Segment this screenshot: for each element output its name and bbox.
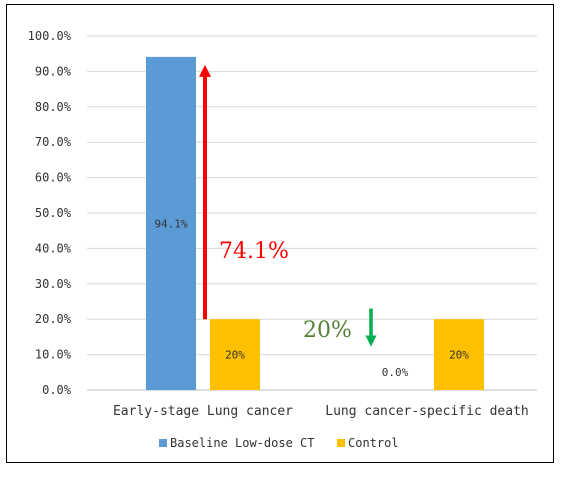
y-tick-label: 70.0% [35,135,72,149]
y-tick-label: 10.0% [35,348,72,362]
legend-swatch [159,439,167,447]
y-tick-label: 100.0% [28,29,72,43]
bar-control-1 [434,319,484,390]
bar-baseline-0 [146,56,196,391]
bar-control-0 [210,319,260,390]
legend-label: Control [348,436,399,450]
y-tick-label: 60.0% [35,171,72,185]
data-label: 0.0% [382,366,409,379]
data-label: 94.1% [154,217,187,230]
y-tick-label: 50.0% [35,206,72,220]
bar-chart: 0.0% 10.0% 20.0% 30.0% 40.0% 50.0% 60.0% 70.0% 8… [28,29,537,450]
y-tick-label: 20.0% [35,312,72,326]
y-tick-label: 80.0% [35,100,72,114]
annotation-text: 74.1% [219,239,289,264]
data-labels: 94.1% 0.0% 20% 20% [154,217,469,379]
bars [146,56,484,391]
annotation-text: 20% [303,318,352,343]
chart-frame: 0.0% 10.0% 20.0% 30.0% 40.0% 50.0% 60.0% 70.0% 8… [6,4,554,463]
data-label: 20% [449,349,469,362]
y-axis-ticks: 0.0% 10.0% 20.0% 30.0% 40.0% 50.0% 60.0% 70.0% 8… [28,29,72,397]
legend: Baseline Low-dose CT Control [159,436,399,450]
legend-swatch [337,439,345,447]
data-label: 20% [225,349,245,362]
y-tick-label: 40.0% [35,241,72,255]
category-label: Early-stage Lung cancer [113,404,293,419]
category-label: Lung cancer-specific death [325,404,529,419]
y-tick-label: 90.0% [35,64,72,78]
annotations: 74.1% 20% [199,64,377,347]
y-tick-label: 30.0% [35,277,72,291]
legend-label: Baseline Low-dose CT [170,436,315,450]
y-tick-label: 0.0% [42,383,72,397]
x-axis-categories: Early-stage Lung cancer Lung cancer-speci… [113,404,529,419]
